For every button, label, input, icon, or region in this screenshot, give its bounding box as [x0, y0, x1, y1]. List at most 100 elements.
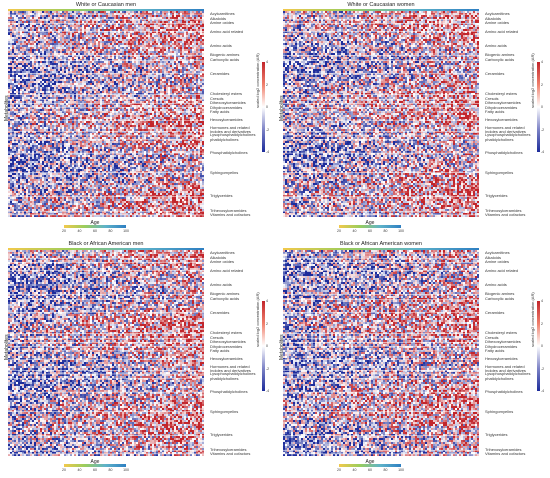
heatmap-cell	[202, 73, 204, 76]
heatmap-cell	[64, 107, 67, 110]
heatmap-cell	[110, 73, 113, 76]
heatmap-cell	[108, 81, 111, 84]
heatmap-cell	[82, 105, 85, 108]
heatmap-cell	[78, 89, 81, 92]
heatmap-cell	[140, 23, 143, 26]
heatmap-cell	[96, 51, 99, 54]
heatmap-cell	[178, 55, 181, 58]
heatmap-cell	[32, 107, 35, 110]
heatmap-cell	[140, 83, 143, 86]
heatmap-cell	[126, 19, 129, 22]
heatmap-cell	[96, 65, 99, 68]
heatmap-cell	[140, 79, 143, 82]
heatmap-cell	[24, 43, 27, 46]
heatmap-cell	[58, 79, 61, 82]
heatmap-cell	[96, 49, 99, 52]
heatmap-cell	[174, 31, 177, 34]
heatmap-cell	[168, 19, 171, 22]
heatmap-cell	[20, 51, 23, 54]
heatmap-cell	[74, 99, 77, 102]
heatmap-cell	[18, 89, 21, 92]
heatmap-cell	[48, 77, 51, 80]
heatmap-cell	[92, 17, 95, 20]
heatmap-cell	[12, 85, 15, 88]
heatmap-cell	[54, 105, 57, 108]
heatmap-cell	[154, 23, 157, 26]
heatmap-cell	[32, 55, 35, 58]
heatmap-cell	[180, 35, 183, 38]
heatmap-cell	[184, 109, 187, 112]
heatmap-cell	[148, 17, 151, 20]
heatmap-cell	[186, 43, 189, 46]
heatmap-cell	[34, 49, 37, 52]
heatmap-cell	[88, 17, 91, 20]
heatmap-cell	[52, 55, 55, 58]
heatmap-cell	[156, 79, 159, 82]
heatmap-cell	[168, 15, 171, 18]
heatmap-cell	[72, 29, 75, 32]
heatmap-cell	[8, 101, 11, 104]
heatmap-cell	[124, 85, 127, 88]
heatmap-cell	[76, 91, 79, 94]
heatmap-cell	[178, 63, 181, 66]
heatmap-cell	[140, 21, 143, 24]
heatmap-cell	[58, 47, 61, 50]
heatmap-cell	[14, 83, 17, 86]
heatmap-cell	[64, 15, 67, 18]
heatmap-cell	[160, 29, 163, 32]
heatmap-cell	[72, 77, 75, 80]
heatmap-cell	[74, 53, 77, 56]
heatmap-cell	[76, 71, 79, 74]
heatmap-cell	[88, 33, 91, 36]
heatmap-cell	[8, 73, 11, 76]
heatmap-cell	[36, 107, 39, 110]
heatmap-cell	[22, 11, 25, 14]
heatmap-cell	[8, 43, 11, 46]
heatmap-cell	[36, 75, 39, 78]
heatmap-cell	[200, 77, 203, 80]
heatmap-cell	[146, 109, 149, 112]
heatmap-cell	[194, 107, 197, 110]
heatmap-cell	[114, 97, 117, 100]
heatmap-cell	[164, 43, 167, 46]
heatmap-cell	[42, 69, 45, 72]
heatmap-cell	[100, 99, 103, 102]
heatmap-cell	[126, 97, 129, 100]
heatmap-cell	[46, 89, 49, 92]
heatmap-cell	[156, 67, 159, 70]
heatmap-cell	[116, 59, 119, 62]
heatmap-cell	[106, 33, 109, 36]
heatmap-cell	[48, 29, 51, 32]
heatmap-cell	[162, 59, 165, 62]
heatmap-cell	[196, 41, 199, 44]
heatmap-cell	[54, 31, 57, 34]
heatmap-cell	[80, 35, 83, 38]
heatmap-cell	[12, 65, 15, 68]
heatmap-cell	[20, 33, 23, 36]
heatmap-cell	[140, 39, 143, 42]
heatmap-cell	[96, 107, 99, 110]
heatmap-cell	[76, 109, 79, 112]
heatmap-cell	[162, 51, 165, 54]
heatmap-cell	[40, 19, 43, 22]
heatmap-cell	[26, 53, 29, 56]
heatmap-cell	[190, 77, 193, 80]
heatmap-cell	[64, 61, 67, 64]
heatmap-cell	[84, 25, 87, 28]
heatmap-cell	[168, 57, 171, 60]
heatmap-cell	[80, 81, 83, 84]
heatmap-cell	[28, 89, 31, 92]
heatmap-cell	[180, 57, 183, 60]
heatmap-cell	[158, 79, 161, 82]
heatmap-cell	[182, 91, 185, 94]
heatmap-cell	[132, 53, 135, 56]
heatmap-cell	[182, 79, 185, 82]
heatmap-cell	[180, 59, 183, 62]
heatmap-cell	[146, 29, 149, 32]
heatmap-cell	[140, 61, 143, 64]
heatmap-cell	[196, 99, 199, 102]
heatmap-cell	[170, 41, 173, 44]
heatmap-cell	[160, 43, 163, 46]
heatmap-cell	[142, 107, 145, 110]
heatmap-cell	[86, 87, 89, 90]
